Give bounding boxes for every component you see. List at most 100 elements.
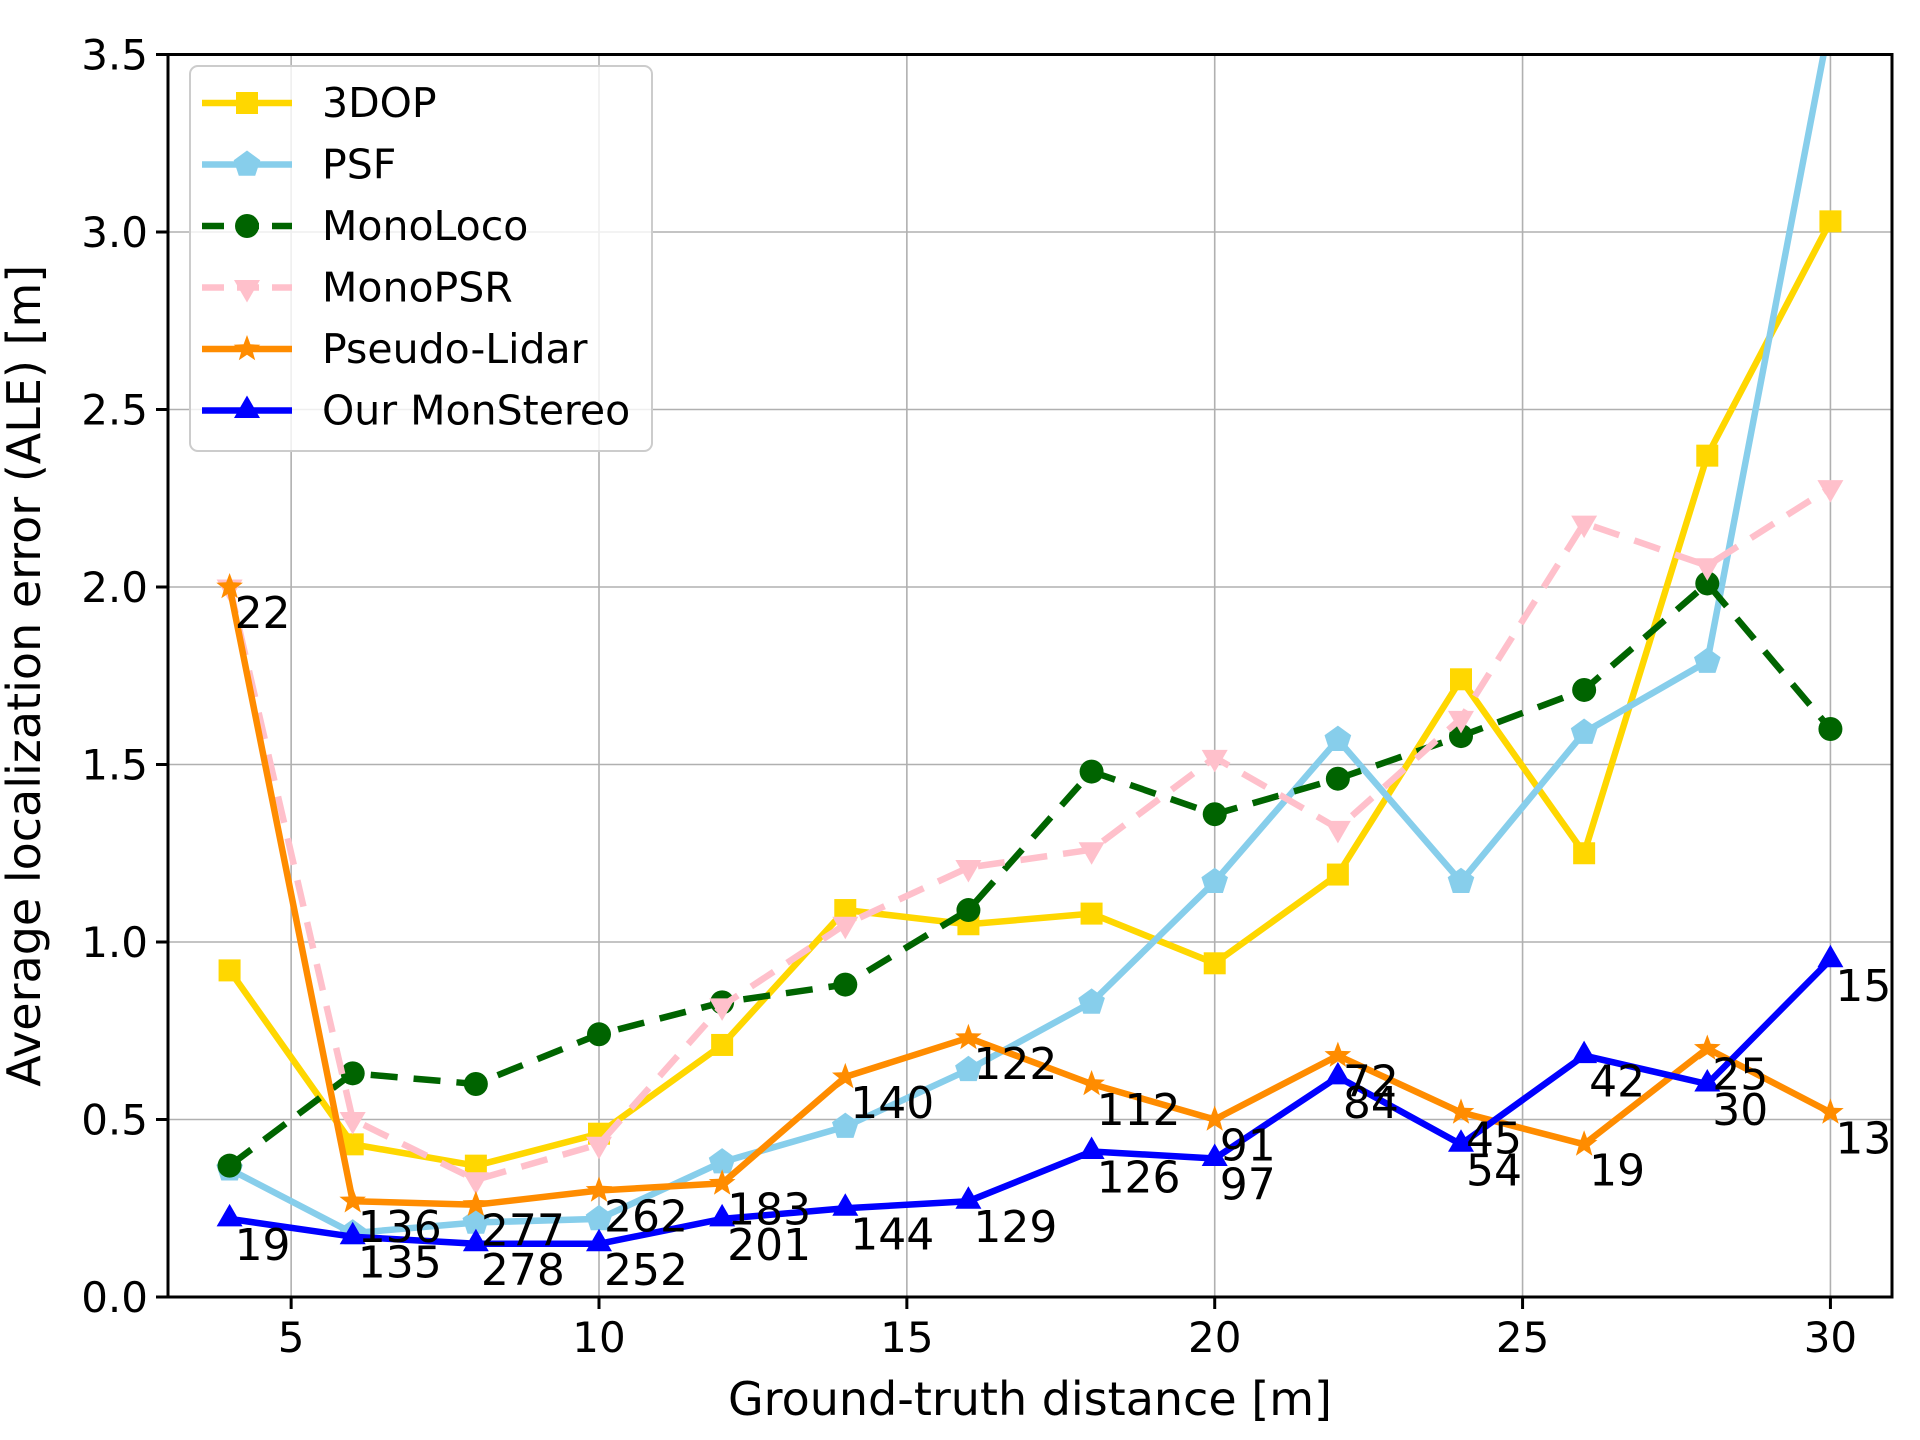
triangle-up-marker: [1571, 1040, 1598, 1064]
count-label: 54: [1466, 1145, 1522, 1196]
triangle-down-marker: [1448, 710, 1474, 734]
circle-marker: [235, 214, 259, 238]
triangle-up-marker: [1694, 1069, 1721, 1092]
count-label: 13: [1835, 1113, 1891, 1164]
x-tick-label: 30: [1804, 1313, 1857, 1362]
triangle-down-marker: [1694, 558, 1721, 581]
triangle-down-marker: [1078, 842, 1105, 865]
counts-our-monstereo: 19 135 278 252 201 144 129 126 97 84 54 42 30 15: [235, 961, 1892, 1296]
legend-item-pseudo-lidar: Pseudo-Lidar: [202, 325, 588, 373]
triangle-down-marker: [586, 1136, 612, 1160]
legend-item-3dop: 3DOP: [202, 79, 437, 127]
circle-marker: [1695, 571, 1720, 596]
star-marker: [462, 1190, 490, 1216]
triangle-down-marker: [234, 280, 260, 303]
triangle-up-marker: [709, 1203, 736, 1227]
triangle-up-marker: [1201, 1143, 1228, 1166]
square-marker: [1450, 668, 1472, 691]
pentagon-marker: [585, 1204, 613, 1231]
count-label: 15: [1835, 961, 1891, 1012]
x-tick-label: 25: [1496, 1313, 1549, 1362]
count-label: 126: [1097, 1152, 1181, 1203]
square-marker: [218, 959, 241, 982]
pentagon-marker: [708, 1148, 736, 1174]
square-marker: [236, 92, 258, 114]
legend-label: 3DOP: [322, 79, 437, 127]
triangle-down-marker: [1571, 515, 1598, 539]
triangle-up-marker: [1448, 1129, 1474, 1152]
square-marker: [1819, 210, 1842, 233]
pentagon-marker: [955, 1055, 982, 1082]
count-label: 129: [973, 1202, 1057, 1253]
count-label: 201: [727, 1220, 811, 1271]
square-marker: [834, 899, 857, 922]
square-marker: [1696, 444, 1719, 467]
triangle-down-marker: [832, 916, 859, 940]
legend-item-monopsr: MonoPSR: [202, 264, 513, 312]
x-tick-label: 5: [278, 1313, 305, 1362]
count-label: 30: [1712, 1085, 1768, 1136]
counts-pseudo-lidar: 22 136 277 262 183 140 122 112 91 72 45 19 25 13: [235, 588, 1892, 1257]
triangle-up-marker: [462, 1228, 489, 1252]
pentagon-marker: [233, 150, 261, 176]
plot-spines: [166, 53, 1894, 1299]
pentagon-marker: [1201, 867, 1228, 893]
y-tick-label: 0.0: [81, 1273, 148, 1322]
legend-item-psf: PSF: [202, 141, 396, 189]
circle-marker: [587, 1022, 611, 1047]
count-label: 122: [973, 1039, 1057, 1090]
legend-label: Our MonStereo: [322, 387, 630, 435]
series-group: [216, 54, 1844, 1252]
star-marker: [955, 1023, 982, 1050]
star-marker: [832, 1062, 859, 1089]
count-label: 42: [1589, 1057, 1645, 1108]
count-annotations: 22 136 277 262 183 140 122 112 91 72 45 19 25 13 19 135…: [235, 588, 1892, 1296]
count-label: 136: [358, 1202, 442, 1253]
count-label: 278: [481, 1245, 565, 1296]
circle-marker: [1079, 759, 1104, 784]
circle-marker: [1325, 766, 1350, 791]
triangle-up-marker: [955, 1186, 982, 1209]
triangle-down-marker: [709, 998, 736, 1021]
y-tick-label: 1.5: [81, 741, 148, 790]
legend: 3DOP PSF MonoLoco MonoPSR Pseudo-Lidar Our Mo…: [189, 65, 653, 452]
pentagon-marker: [1694, 647, 1721, 673]
legend-item-our-monstereo: Our MonStereo: [202, 387, 630, 435]
square-marker: [1080, 902, 1103, 925]
star-marker: [585, 1176, 613, 1202]
legend-box: [189, 65, 653, 452]
triangle-down-marker: [339, 1112, 366, 1135]
y-tick-label: 3.0: [81, 208, 148, 257]
circle-marker: [1572, 677, 1597, 702]
count-label: 112: [1097, 1085, 1181, 1136]
triangle-up-marker: [339, 1221, 366, 1245]
axes-ticks: 5 10 15 20 25 300.00.51.01.52.02.53.03.5: [81, 31, 1857, 1363]
count-label: 91: [1220, 1121, 1276, 1172]
triangle-down-marker: [1201, 749, 1228, 773]
circle-marker: [340, 1061, 365, 1086]
square-marker: [464, 1154, 487, 1177]
circle-marker: [1202, 802, 1227, 827]
star-marker: [1078, 1070, 1105, 1096]
circle-marker: [1449, 724, 1473, 749]
star-marker: [216, 573, 243, 599]
pentagon-marker: [1324, 725, 1352, 751]
pentagon-marker: [1570, 718, 1598, 744]
triangle-up-marker: [1078, 1136, 1105, 1159]
circle-marker: [1818, 717, 1843, 741]
triangle-down-marker: [1817, 480, 1844, 503]
triangle-up-marker: [832, 1193, 859, 1216]
circle-marker: [217, 1153, 242, 1178]
square-marker: [1573, 842, 1596, 865]
y-tick-label: 3.5: [81, 31, 148, 80]
square-marker: [711, 1033, 734, 1056]
count-label: 135: [358, 1238, 442, 1289]
pentagon-marker: [832, 1112, 859, 1138]
triangle-up-marker: [216, 1203, 243, 1227]
star-marker: [339, 1187, 366, 1213]
count-label: 19: [1589, 1145, 1645, 1196]
series-our-monstereo: [216, 944, 1844, 1252]
star-marker: [1324, 1041, 1352, 1067]
